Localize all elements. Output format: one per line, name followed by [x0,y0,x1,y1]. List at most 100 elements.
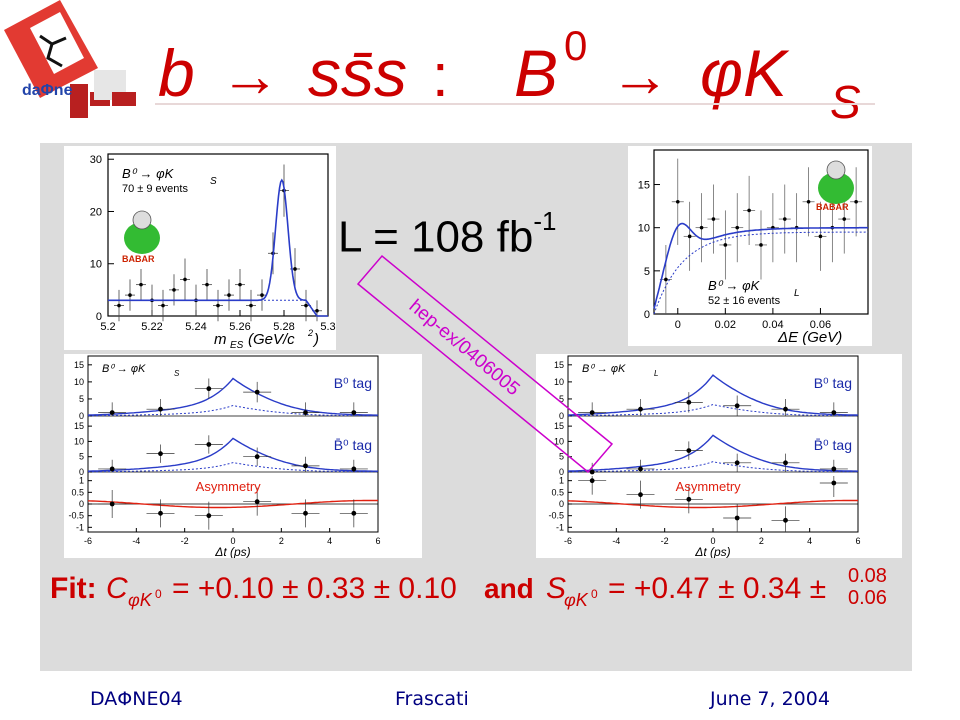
deltae-xtick-label: 0 [675,319,681,331]
fit-prefix: Fit: [50,572,97,605]
dt-phikl-b0tag-data-point [638,406,643,412]
dt-phiks-xlabel: Δt (ps) [214,545,250,558]
dt-phiks-xtick-label: 6 [375,536,380,546]
dt-phikl-asym-ytick-label: 0 [559,499,564,509]
dt-phikl-b0bartag-background-curve [568,461,858,473]
fit-c-value: = +0.10 ± 0.33 ± 0.10 [172,572,457,605]
deltae-data-point [675,199,680,204]
mes-xlabel-units-end: ) [312,331,319,348]
footer-date: June 7, 2004 [710,688,830,710]
mes-data-point [183,277,187,282]
deltae-events-label: 52 ± 16 events [708,295,781,307]
mes-data-point [249,303,253,308]
mes-data-point [304,303,308,308]
page-title: b → ss̄s : B 0 → φK S [140,18,940,128]
deltae-data-point [747,208,751,213]
mes-events-label: 70 ± 9 events [122,183,188,195]
dt-phikl-ytick-label: 5 [559,452,564,462]
title-B: B [514,36,558,110]
deltae-ytick-label: 15 [638,180,650,192]
dt-phikl-ytick-label: 15 [554,360,564,370]
mes-xtick-label: 5.22 [141,321,162,333]
dt-phikl-xtick-label: -4 [612,536,620,546]
dt-phiks-b0tag-data-point [206,386,212,392]
dt-phiks-ytick-label: 15 [74,421,84,431]
mes-xtick-label: 5.2 [100,321,115,333]
dt-phikl-asym-ytick-label: -0.5 [548,511,564,521]
dt-phikl-ytick-label: 10 [554,377,564,387]
mes-xtick-label: 5.28 [273,321,294,333]
babar-mascot-icon: BABAR [816,160,854,212]
fit-s-sub: φK [564,590,589,610]
dt-phiks-ytick-label: 5 [79,452,84,462]
fit-result: Fit: C φK 0 = +0.10 ± 0.33 ± 0.10 and S … [48,560,898,620]
fit-s-value: = +0.47 ± 0.34 ± [608,572,826,605]
dt-phikl-b0bartag-data-point [638,466,643,472]
deltae-data-point [699,225,704,230]
dt-phiks-b0bartag-data-point [303,463,308,469]
dt-phiks-asym-data-point [109,501,115,507]
dt-phikl-ytick-label: 15 [554,421,564,431]
dt-phiks-asym-data-point [351,510,357,516]
dt-phikl-b0tag-background-curve [568,403,858,417]
fit-s-label: S [546,572,566,605]
dt-phiks-channel-sub: S [174,369,180,378]
dt-phiks-ytick-label: 0 [79,411,84,421]
mes-data-point [216,303,220,308]
dt-phiks-ytick-label: 10 [74,377,84,387]
dt-phikl-xlabel: Δt (ps) [694,545,730,558]
dt-phiks-b0tag-fit-curve [87,377,379,416]
dt-phikl-b0bartag-data-point [734,460,740,466]
dt-phikl-xtick-label: -2 [661,536,669,546]
dt-phikl-b0bartag-data-point [831,466,837,472]
deltae-xlabel: ΔE (GeV) [777,329,842,346]
mes-data-point [293,267,297,271]
mes-channel-sub: S [210,176,217,187]
dt-phiks-b0bartag-data-point [109,466,115,472]
deltae-data-point [782,217,787,221]
deltae-ytick-label: 10 [638,223,650,235]
luminosity-label: L = 108 fb-1 [338,206,556,263]
mes-ytick-label: 10 [90,259,102,271]
dt-phiks-asym-ytick-label: 0.5 [71,487,84,497]
dt-phiks-plot: 0 5 10 15 B⁰ tag 0 5 10 15 B̄⁰ tag -1 -0.5 0 0.5 1 Asym… [64,354,422,559]
dt-phiks-channel-label: B⁰ → φK [102,363,146,375]
dt-phikl-asym-label: Asymmetry [676,479,742,494]
dt-phikl-xtick-label: 2 [759,536,764,546]
dt-phikl-b0tag-fit-curve [567,374,859,416]
title-S-sub: S [830,76,861,128]
deltae-data-point [818,234,823,239]
dafne-logo: daΦne [0,0,150,120]
dt-phiks-b0bartag-label: B̄⁰ tag [334,437,372,453]
mes-xlabel: m [214,331,227,348]
deltae-data-point [735,225,740,230]
dt-phiks-xtick-label: -2 [181,536,189,546]
mes-xlabel-sub: ES [230,340,244,350]
dt-phiks-asym-data-point [158,510,163,516]
mes-xtick-label: 5.26 [229,321,250,333]
mes-xlabel-units: (GeV/c [248,331,295,348]
dt-phikl-b0bartag-data-point [783,460,788,466]
dt-phiks-b0bartag-data-point [254,454,260,460]
dt-phiks-xtick-label: -6 [84,536,92,546]
fit-and: and [484,573,534,604]
dt-phikl-asym-ytick-label: 0.5 [551,487,564,497]
dt-phiks-b0bartag-background-curve [88,462,378,473]
title-b: b [158,36,195,110]
dt-phiks-asym-data-point [254,499,260,505]
dt-phiks-b0tag-label: B⁰ tag [334,375,372,391]
fit-c-sub: φK [128,590,153,610]
mes-data-point [205,282,209,287]
mes-data-point [238,282,242,287]
dt-phiks-ytick-label: 0 [79,467,84,477]
deltae-data-point [759,243,763,247]
dt-phiks-b0bartag-data-point [351,466,357,472]
deltae-ytick-label: 5 [644,266,650,278]
dt-phikl-b0tag-label: B⁰ tag [814,375,852,391]
dt-phikl-asym-data-point [589,478,595,484]
dt-phikl-xtick-label: 4 [807,536,812,546]
mes-channel-label: B⁰ → φK [122,166,175,181]
title-sss: ss̄s [308,36,407,110]
mes-data-point [128,293,132,297]
dt-phiks-xtick-label: 2 [279,536,284,546]
